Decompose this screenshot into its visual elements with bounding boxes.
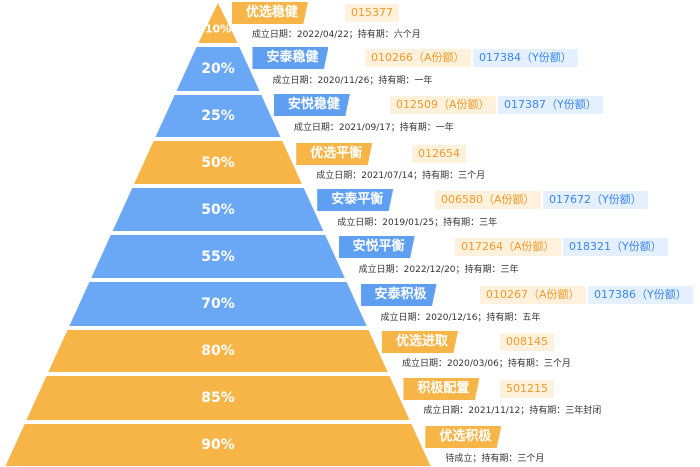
pyramid-band (26, 376, 410, 420)
fund-info: 成立日期：2021/11/12；持有期：三年封闭 (423, 406, 602, 416)
fund-code-tag: 012654 (412, 145, 466, 163)
band-percent: 90% (201, 437, 235, 453)
pyramid-band (112, 188, 324, 231)
fund-code-tag: 017672（Y份额） (543, 191, 648, 209)
pyramid-band (5, 424, 431, 466)
fund-code-tag: 015377 (345, 4, 399, 22)
fund-code-tag: 018321（Y份额） (563, 238, 668, 256)
band-percent: 50% (201, 154, 235, 171)
fund-code-tag: 010266（A份额） (365, 49, 471, 67)
fund-info: 成立日期：2020/11/26；持有期：一年 (272, 76, 433, 86)
pyramid-band (91, 235, 345, 278)
pyramid-band (134, 141, 302, 184)
fund-name-tag: 安悦稳健 (273, 94, 350, 116)
fund-name-tag: 优选平衡 (296, 143, 373, 165)
fund-code-tag: 501215 (500, 380, 554, 398)
fund-info: 成立日期：2019/01/25；持有期：三年 (337, 218, 498, 228)
fund-code-tag: 008145 (500, 333, 554, 351)
pyramid-band (176, 47, 260, 91)
pyramid-band (155, 95, 281, 137)
fund-name-tag: 安泰稳健 (252, 47, 329, 69)
band-percent: 20% (201, 61, 235, 77)
fund-info: 成立日期：2021/09/17；持有期：一年 (293, 123, 454, 133)
fund-info: 待成立；持有期：三个月 (445, 454, 545, 464)
fund-name-tag: 优选稳健 (231, 2, 308, 24)
pyramid-band (48, 330, 388, 372)
band-percent: 10% (204, 22, 232, 36)
pyramid-band (198, 3, 238, 43)
fund-name-tag: 安泰积极 (360, 284, 437, 306)
fund-info: 成立日期：2020/12/16；持有期：五年 (380, 313, 541, 323)
fund-code-tag: 017264（A份额） (455, 238, 561, 256)
band-percent: 55% (201, 248, 235, 265)
fund-code-tag: 017384（Y份额） (473, 49, 578, 67)
fund-name-tag: 积极配置 (403, 378, 480, 400)
fund-name-tag: 优选积极 (425, 426, 502, 448)
fund-info: 成立日期：2020/03/06；持有期：三个月 (401, 359, 571, 369)
fund-name-tag: 安泰平衡 (317, 189, 394, 211)
fund-code-tag: 006580（A份额） (435, 191, 541, 209)
fund-code-tag: 010267（A份额） (480, 286, 586, 304)
band-percent: 50% (201, 201, 235, 218)
fund-info: 成立日期：2022/04/22；持有期：六个月 (251, 30, 421, 40)
fund-code-tag: 017387（Y份额） (498, 96, 603, 114)
fund-code-tag: 012509（A份额） (390, 96, 496, 114)
fund-info: 成立日期：2022/12/20；持有期：三年 (358, 265, 519, 275)
fund-name-tag: 安悦平衡 (338, 236, 415, 258)
band-percent: 70% (201, 296, 235, 312)
band-percent: 85% (201, 390, 235, 406)
pyramid-band (69, 282, 367, 326)
fund-info: 成立日期：2021/07/14；持有期：三个月 (316, 171, 486, 181)
fund-name-tag: 优选进取 (381, 331, 458, 353)
fund-code-tag: 017386（Y份额） (588, 286, 693, 304)
band-percent: 80% (201, 343, 235, 359)
band-percent: 25% (201, 108, 235, 124)
